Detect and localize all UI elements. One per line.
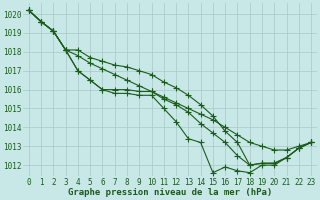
X-axis label: Graphe pression niveau de la mer (hPa): Graphe pression niveau de la mer (hPa)	[68, 188, 272, 197]
